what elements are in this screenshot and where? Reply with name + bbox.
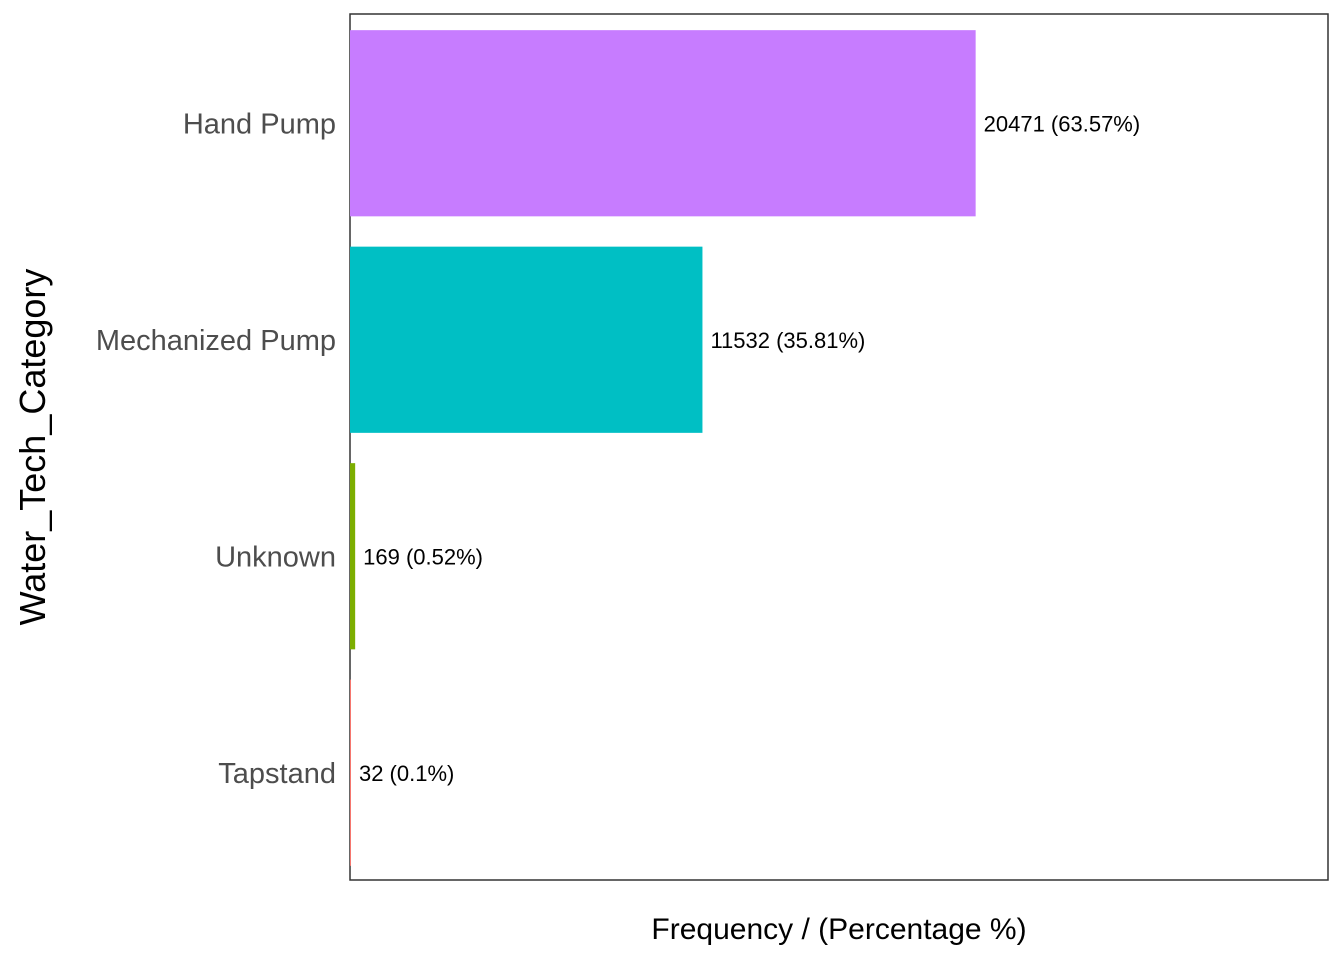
bar-hand-pump [350,30,976,217]
bar-tapstand [350,679,351,866]
data-label: 169 (0.52%) [363,544,483,569]
y-tick-label: Unknown [215,541,336,573]
bars-layer [350,30,976,866]
bar-mechanized-pump [350,246,703,433]
data-labels-layer: 20471 (63.57%) 11532 (35.81%) 169 (0.52%) 3… [359,111,1140,786]
data-label: 20471 (63.57%) [984,111,1141,136]
data-label: 11532 (35.81%) [710,328,865,353]
data-label: 32 (0.1%) [359,761,454,786]
bar-unknown [350,463,356,650]
y-tick-label: Mechanized Pump [96,325,336,357]
y-tick-label: Hand Pump [183,108,336,140]
x-axis-title: Frequency / (Percentage %) [651,913,1026,946]
y-tick-labels-layer: Hand Pump Mechanized Pump Unknown Tapstand [96,108,336,790]
y-axis-title: Water_Tech_Category [12,269,53,626]
panel-border [349,13,1329,881]
y-tick-label: Tapstand [218,758,336,790]
